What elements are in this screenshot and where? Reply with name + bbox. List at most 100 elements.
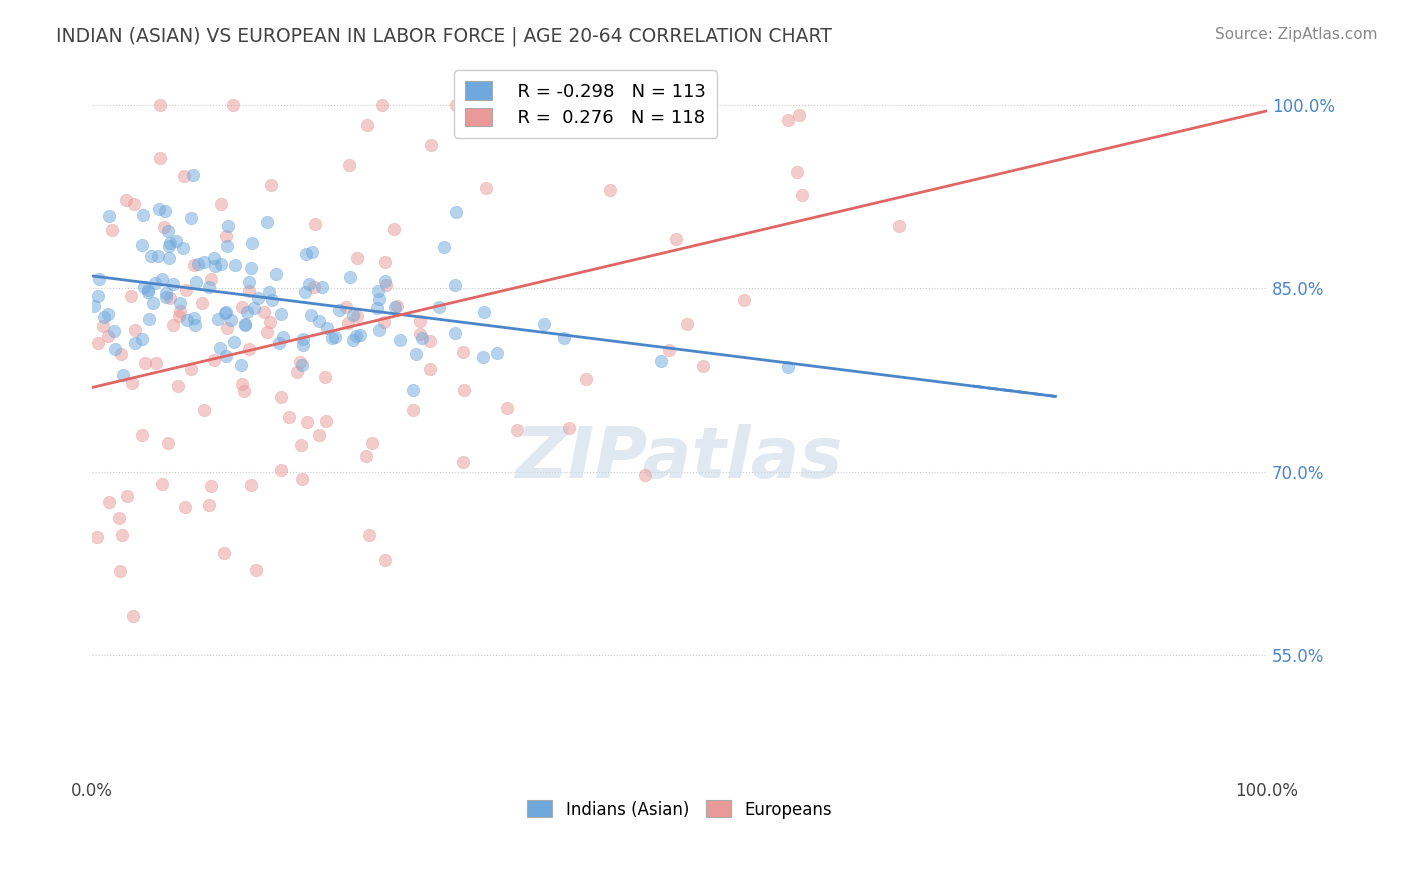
Point	[599, 184, 621, 198]
Point	[301, 244, 323, 259]
Point	[486, 345, 509, 359]
Point	[453, 383, 475, 397]
Point	[354, 450, 377, 464]
Point	[200, 479, 222, 493]
Point	[115, 489, 138, 503]
Point	[285, 365, 308, 379]
Point	[200, 272, 222, 286]
Point	[374, 274, 396, 288]
Point	[132, 280, 155, 294]
Point	[373, 315, 395, 329]
Point	[131, 428, 153, 442]
Point	[349, 328, 371, 343]
Point	[311, 280, 333, 294]
Point	[357, 527, 380, 541]
Point	[665, 232, 688, 246]
Point	[174, 284, 197, 298]
Point	[308, 428, 330, 442]
Point	[184, 318, 207, 332]
Point	[475, 181, 498, 195]
Point	[149, 151, 172, 165]
Point	[87, 289, 110, 303]
Point	[217, 219, 239, 234]
Point	[368, 323, 391, 337]
Point	[114, 193, 136, 207]
Point	[159, 291, 181, 305]
Point	[157, 252, 180, 266]
Point	[110, 564, 132, 578]
Point	[366, 301, 388, 316]
Point	[198, 280, 221, 294]
Point	[173, 169, 195, 183]
Point	[215, 229, 238, 244]
Point	[155, 285, 177, 300]
Point	[529, 109, 551, 123]
Point	[148, 202, 170, 216]
Text: Source: ZipAtlas.com: Source: ZipAtlas.com	[1215, 27, 1378, 42]
Point	[83, 299, 105, 313]
Point	[291, 333, 314, 347]
Point	[273, 330, 295, 344]
Point	[122, 197, 145, 211]
Point	[451, 345, 474, 359]
Point	[173, 500, 195, 515]
Point	[143, 276, 166, 290]
Point	[506, 423, 529, 437]
Point	[233, 318, 256, 332]
Point	[131, 237, 153, 252]
Point	[162, 318, 184, 333]
Point	[238, 284, 260, 298]
Point	[239, 261, 262, 276]
Point	[294, 285, 316, 299]
Point	[356, 119, 378, 133]
Point	[97, 308, 120, 322]
Point	[231, 376, 253, 391]
Point	[165, 234, 187, 248]
Point	[180, 211, 202, 226]
Point	[150, 272, 173, 286]
Point	[183, 310, 205, 325]
Point	[121, 608, 143, 623]
Point	[427, 300, 450, 314]
Point	[472, 305, 495, 319]
Point	[100, 223, 122, 237]
Point	[278, 410, 301, 425]
Point	[166, 379, 188, 393]
Point	[786, 165, 808, 179]
Point	[229, 359, 252, 373]
Point	[209, 341, 232, 355]
Point	[270, 307, 292, 321]
Point	[337, 316, 360, 330]
Point	[139, 249, 162, 263]
Point	[304, 218, 326, 232]
Point	[132, 209, 155, 223]
Point	[221, 98, 243, 112]
Point	[295, 415, 318, 429]
Point	[240, 478, 263, 492]
Point	[214, 305, 236, 319]
Point	[409, 327, 432, 342]
Point	[308, 314, 330, 328]
Point	[419, 362, 441, 376]
Point	[217, 239, 239, 253]
Point	[323, 330, 346, 344]
Point	[733, 293, 755, 307]
Legend: Indians (Asian), Europeans: Indians (Asian), Europeans	[520, 794, 838, 825]
Point	[342, 308, 364, 322]
Point	[155, 204, 177, 219]
Point	[238, 342, 260, 356]
Point	[215, 320, 238, 334]
Point	[152, 219, 174, 234]
Point	[183, 259, 205, 273]
Point	[446, 98, 468, 112]
Point	[315, 321, 337, 335]
Point	[270, 463, 292, 477]
Point	[187, 256, 209, 270]
Point	[252, 305, 274, 319]
Point	[472, 350, 495, 364]
Point	[337, 158, 360, 172]
Point	[259, 314, 281, 328]
Point	[335, 301, 357, 315]
Point	[409, 314, 432, 328]
Point	[411, 331, 433, 345]
